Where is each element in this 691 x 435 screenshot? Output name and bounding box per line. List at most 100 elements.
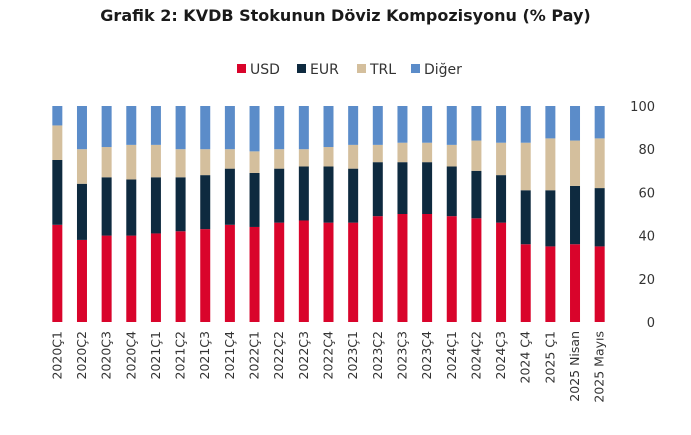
bar-trl-16: [446, 144, 457, 167]
bar-eur-15: [422, 162, 433, 214]
bar-dier-19: [520, 106, 531, 143]
bar-usd-14: [397, 214, 408, 322]
x-tick-label-22: 2025 Mayıs: [592, 331, 607, 403]
bar-trl-3: [126, 144, 137, 180]
bar-eur-21: [570, 185, 581, 245]
x-tick-label-0: 2020Ç1: [49, 331, 64, 380]
x-tick-label-6: 2021Ç3: [197, 331, 212, 380]
bar-usd-5: [175, 231, 186, 322]
bar-trl-6: [200, 149, 211, 176]
x-tick-label-1: 2020Ç2: [74, 331, 89, 380]
legend-swatch-1: [297, 64, 306, 73]
bar-trl-20: [545, 138, 556, 191]
bar-dier-9: [274, 106, 285, 150]
bar-dier-16: [446, 106, 457, 145]
bar-dier-5: [175, 106, 186, 150]
bar-dier-17: [471, 106, 482, 141]
bar-dier-14: [397, 106, 408, 143]
bar-eur-5: [175, 177, 186, 232]
bar-usd-18: [496, 222, 507, 322]
chart-title: Grafik 2: KVDB Stokunun Döviz Kompozisyo…: [100, 6, 591, 25]
x-tick-label-7: 2021Ç4: [222, 331, 237, 380]
bar-eur-10: [298, 166, 309, 221]
bar-dier-4: [150, 106, 161, 145]
x-tick-label-20: 2025 Ç1: [542, 331, 557, 383]
bar-trl-1: [76, 149, 87, 184]
x-tick-label-11: 2022Ç4: [321, 331, 336, 380]
legend-swatch-0: [237, 64, 246, 73]
bar-eur-16: [446, 166, 457, 217]
bar-trl-7: [224, 149, 235, 169]
bar-dier-20: [545, 106, 556, 139]
bar-usd-10: [298, 220, 309, 322]
bar-dier-13: [372, 106, 383, 145]
bar-trl-13: [372, 144, 383, 163]
bar-eur-19: [520, 190, 531, 245]
bar-usd-17: [471, 218, 482, 322]
bar-usd-0: [52, 224, 63, 322]
y-tick-label-2: 40: [638, 230, 655, 245]
bar-trl-19: [520, 142, 531, 191]
bar-eur-12: [348, 168, 359, 223]
legend-swatch-2: [357, 64, 366, 73]
bar-usd-16: [446, 216, 457, 322]
x-tick-label-5: 2021Ç2: [173, 331, 188, 380]
bar-usd-15: [422, 214, 433, 322]
x-tick-label-17: 2024Ç2: [468, 331, 483, 380]
x-tick-label-3: 2020Ç4: [123, 331, 138, 380]
x-tick-label-2: 2020Ç3: [99, 331, 114, 380]
bar-usd-3: [126, 235, 137, 322]
bar-trl-5: [175, 149, 186, 178]
bar-dier-21: [570, 106, 581, 141]
x-tick-label-16: 2024Ç1: [444, 331, 459, 380]
bar-eur-18: [496, 175, 507, 223]
y-tick-label-0: 0: [647, 316, 655, 331]
x-axis: 2020Ç1 2020Ç2 2020Ç3 2020Ç4 2021Ç1 2021Ç2 2021…: [49, 331, 606, 403]
bar-usd-21: [570, 244, 581, 322]
bar-dier-11: [323, 106, 334, 148]
bar-trl-2: [101, 147, 112, 178]
bar-trl-10: [298, 149, 309, 167]
bar-eur-1: [76, 183, 87, 240]
y-tick-label-4: 80: [638, 143, 655, 158]
bar-usd-1: [76, 239, 87, 322]
bar-trl-11: [323, 147, 334, 167]
bar-trl-22: [594, 138, 605, 189]
x-tick-label-4: 2021Ç1: [148, 331, 163, 380]
y-tick-label-3: 60: [638, 186, 655, 201]
y-axis: 0 20 40 60 80 100: [630, 100, 655, 331]
bar-usd-2: [101, 235, 112, 322]
bar-eur-14: [397, 162, 408, 214]
bar-trl-9: [274, 149, 285, 169]
bar-usd-7: [224, 224, 235, 322]
bar-usd-8: [249, 226, 260, 322]
x-tick-label-14: 2023Ç3: [394, 331, 409, 380]
bar-dier-22: [594, 106, 605, 139]
bar-usd-20: [545, 246, 556, 322]
x-tick-label-18: 2024Ç3: [493, 331, 508, 380]
bar-dier-18: [496, 106, 507, 143]
x-tick-label-15: 2023Ç4: [419, 331, 434, 380]
bar-trl-15: [422, 142, 433, 163]
x-tick-label-12: 2023Ç1: [345, 331, 360, 380]
bar-eur-13: [372, 162, 383, 217]
bar-trl-17: [471, 140, 482, 171]
bar-trl-8: [249, 151, 260, 173]
bar-trl-0: [52, 125, 63, 160]
bar-usd-11: [323, 222, 334, 322]
bar-usd-13: [372, 216, 383, 322]
x-tick-label-21: 2025 Nisan: [567, 331, 582, 402]
bar-eur-2: [101, 177, 112, 236]
bar-usd-4: [150, 233, 161, 322]
x-tick-label-19: 2024 Ç4: [518, 331, 533, 384]
bar-usd-12: [348, 222, 359, 322]
bar-dier-15: [422, 106, 433, 143]
bar-eur-0: [52, 160, 63, 225]
x-tick-label-10: 2022Ç3: [296, 331, 311, 380]
bar-eur-6: [200, 175, 211, 230]
bar-dier-8: [249, 106, 260, 152]
bar-trl-12: [348, 144, 359, 169]
bar-trl-18: [496, 142, 507, 176]
legend-label-2: TRL: [369, 62, 396, 78]
